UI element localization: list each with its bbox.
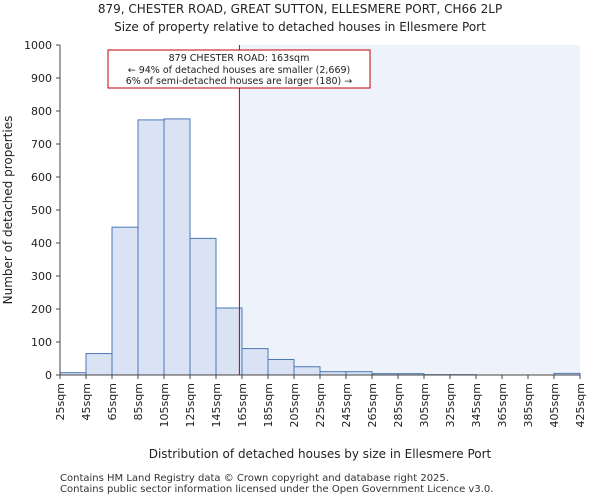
y-tick-label: 700: [31, 138, 52, 151]
histogram-bar: [163, 118, 191, 376]
histogram-bar: [241, 348, 269, 376]
histogram-chart: 0 100 200 300 400 500 600 700 800 900 1000 25sqm 45s…: [1, 39, 587, 461]
chart-subtitle: Size of property relative to detached ho…: [114, 20, 486, 34]
x-tick-label: 85sqm: [132, 383, 145, 420]
x-tick-label: 65sqm: [106, 383, 119, 420]
annotation-line-2: ← 94% of detached houses are smaller (2,…: [128, 65, 351, 76]
x-tick-label: 225sqm: [314, 383, 327, 427]
y-tick-label: 1000: [24, 39, 52, 52]
y-tick-label: 0: [45, 369, 52, 382]
x-tick-label: 245sqm: [340, 383, 353, 427]
annotation-line-3: 6% of semi-detached houses are larger (1…: [126, 76, 353, 87]
highlight-region: [239, 45, 580, 375]
x-tick-label: 145sqm: [210, 383, 223, 427]
y-tick-label: 600: [31, 171, 52, 184]
x-tick-label: 165sqm: [236, 383, 249, 427]
x-tick-label: 325sqm: [444, 383, 457, 427]
y-axis-label: Number of detached properties: [1, 116, 15, 305]
x-tick-label: 205sqm: [288, 383, 301, 427]
histogram-bar: [215, 307, 243, 376]
x-tick-label: 405sqm: [548, 383, 561, 427]
bars-layer: [59, 118, 581, 376]
histogram-bar: [137, 119, 165, 376]
x-axis-label: Distribution of detached houses by size …: [149, 447, 492, 461]
y-tick-label: 800: [31, 105, 52, 118]
y-tick-label: 100: [31, 336, 52, 349]
x-tick-label: 265sqm: [366, 383, 379, 427]
histogram-bar: [267, 358, 295, 376]
histogram-bar: [111, 226, 139, 376]
y-tick-label: 900: [31, 72, 52, 85]
annotation-line-1: 879 CHESTER ROAD: 163sqm: [169, 53, 310, 64]
x-tick-label: 125sqm: [184, 383, 197, 427]
y-tick-label: 300: [31, 270, 52, 283]
x-tick-label: 25sqm: [54, 383, 67, 420]
x-tick-label: 185sqm: [262, 383, 275, 427]
y-tick-label: 500: [31, 204, 52, 217]
x-tick-label: 385sqm: [522, 383, 535, 427]
histogram-bar: [85, 353, 113, 376]
x-tick-label: 45sqm: [80, 383, 93, 420]
axes-layer: 0 100 200 300 400 500 600 700 800 900 1000 25sqm 45s…: [24, 39, 587, 427]
footer-copyright: Contains HM Land Registry data © Crown c…: [60, 473, 449, 484]
chart-title: 879, CHESTER ROAD, GREAT SUTTON, ELLESME…: [97, 2, 503, 16]
histogram-bar: [189, 237, 217, 376]
annotation-box-border: [107, 49, 371, 89]
x-tick-label: 345sqm: [470, 383, 483, 427]
x-tick-label: 285sqm: [392, 383, 405, 427]
x-tick-label: 105sqm: [158, 383, 171, 427]
annotation-box: 879 CHESTER ROAD: 163sqm ← 94% of detach…: [107, 49, 371, 89]
x-tick-label: 305sqm: [418, 383, 431, 427]
histogram-bar: [293, 366, 321, 376]
y-tick-label: 400: [31, 237, 52, 250]
y-tick-label: 200: [31, 303, 52, 316]
footer-licence: Contains public sector information licen…: [60, 484, 494, 495]
x-tick-label: 365sqm: [496, 383, 509, 427]
x-tick-label: 425sqm: [574, 383, 587, 427]
